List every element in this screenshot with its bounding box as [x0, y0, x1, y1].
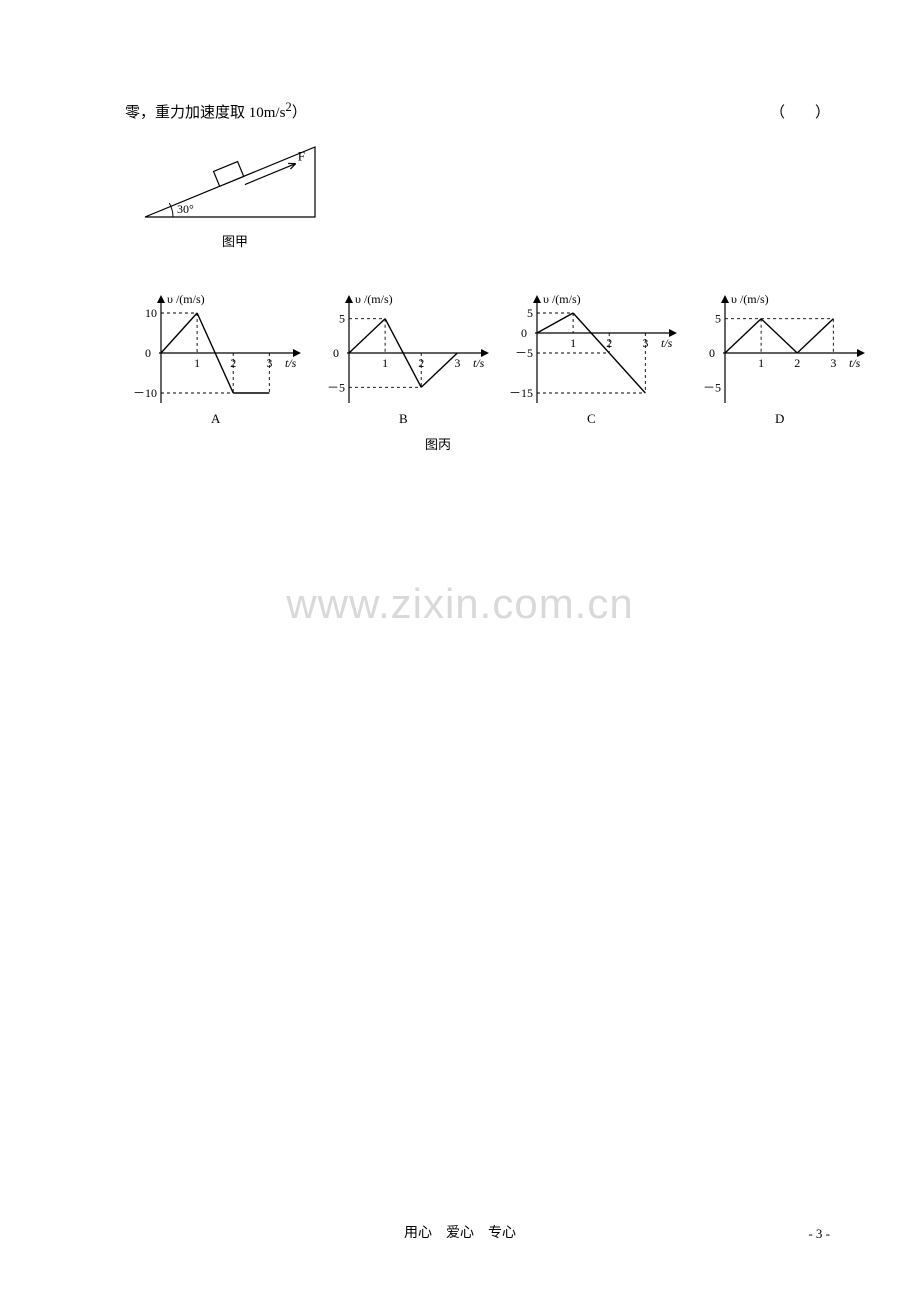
svg-text:t/s: t/s [661, 336, 673, 350]
svg-text:t/s: t/s [285, 356, 297, 370]
svg-text:5: 5 [715, 312, 721, 326]
incline-figure: 30° F 图甲 [135, 132, 830, 257]
svg-text:t/s: t/s [473, 356, 485, 370]
chart-D: －5 0 5 1 2 3 υ /(m/s) t/s D [689, 287, 869, 432]
footer: 用心 爱心 专心 [0, 1222, 920, 1242]
svg-text:1: 1 [570, 336, 576, 350]
svg-text:－5: －5 [703, 380, 721, 394]
page-number: - 3 - [808, 1226, 830, 1242]
svg-text:图甲: 图甲 [222, 234, 248, 249]
chart-C: －15－505123υ /(m/s)t/sC [501, 287, 681, 432]
svg-text:3: 3 [830, 356, 836, 370]
svg-text:1: 1 [758, 356, 764, 370]
svg-text:5: 5 [527, 306, 533, 320]
svg-text:30°: 30° [177, 202, 194, 216]
svg-text:2: 2 [794, 356, 800, 370]
svg-text:5: 5 [339, 312, 345, 326]
svg-text:0: 0 [521, 326, 527, 340]
svg-text:0: 0 [145, 346, 151, 360]
svg-text:υ /(m/s): υ /(m/s) [731, 292, 769, 306]
svg-text:3: 3 [454, 356, 460, 370]
question-blank: （ ） [770, 101, 830, 122]
svg-text:1: 1 [382, 356, 388, 370]
svg-text:C: C [587, 411, 596, 426]
svg-text:A: A [211, 411, 221, 426]
svg-text:υ /(m/s): υ /(m/s) [167, 292, 205, 306]
figure-bing-caption: 图丙 [425, 434, 830, 453]
svg-text:1: 1 [194, 356, 200, 370]
svg-text:υ /(m/s): υ /(m/s) [543, 292, 581, 306]
svg-text:D: D [775, 411, 784, 426]
svg-text:t/s: t/s [849, 356, 861, 370]
svg-text:－5: －5 [327, 380, 345, 394]
svg-text:0: 0 [333, 346, 339, 360]
chart-B: －505123υ /(m/s)t/sB [313, 287, 493, 432]
watermark: www.zixin.com.cn [0, 580, 920, 628]
svg-text:υ /(m/s): υ /(m/s) [355, 292, 393, 306]
svg-text:－10: －10 [133, 386, 157, 400]
svg-text:F: F [298, 149, 305, 164]
svg-text:－15: －15 [509, 386, 533, 400]
svg-text:B: B [399, 411, 408, 426]
question-prefix: 零，重力加速度取 10m/s [125, 105, 285, 121]
charts-row: －10010123υ /(m/s)t/sA－505123υ /(m/s)t/sB… [125, 287, 830, 432]
question-text: 零，重力加速度取 10m/s2） （ ） [125, 100, 830, 122]
chart-A: －10010123υ /(m/s)t/sA [125, 287, 305, 432]
svg-text:－5: －5 [515, 346, 533, 360]
svg-text:0: 0 [709, 346, 715, 360]
svg-text:10: 10 [145, 306, 157, 320]
question-suffix: ） [292, 105, 307, 121]
